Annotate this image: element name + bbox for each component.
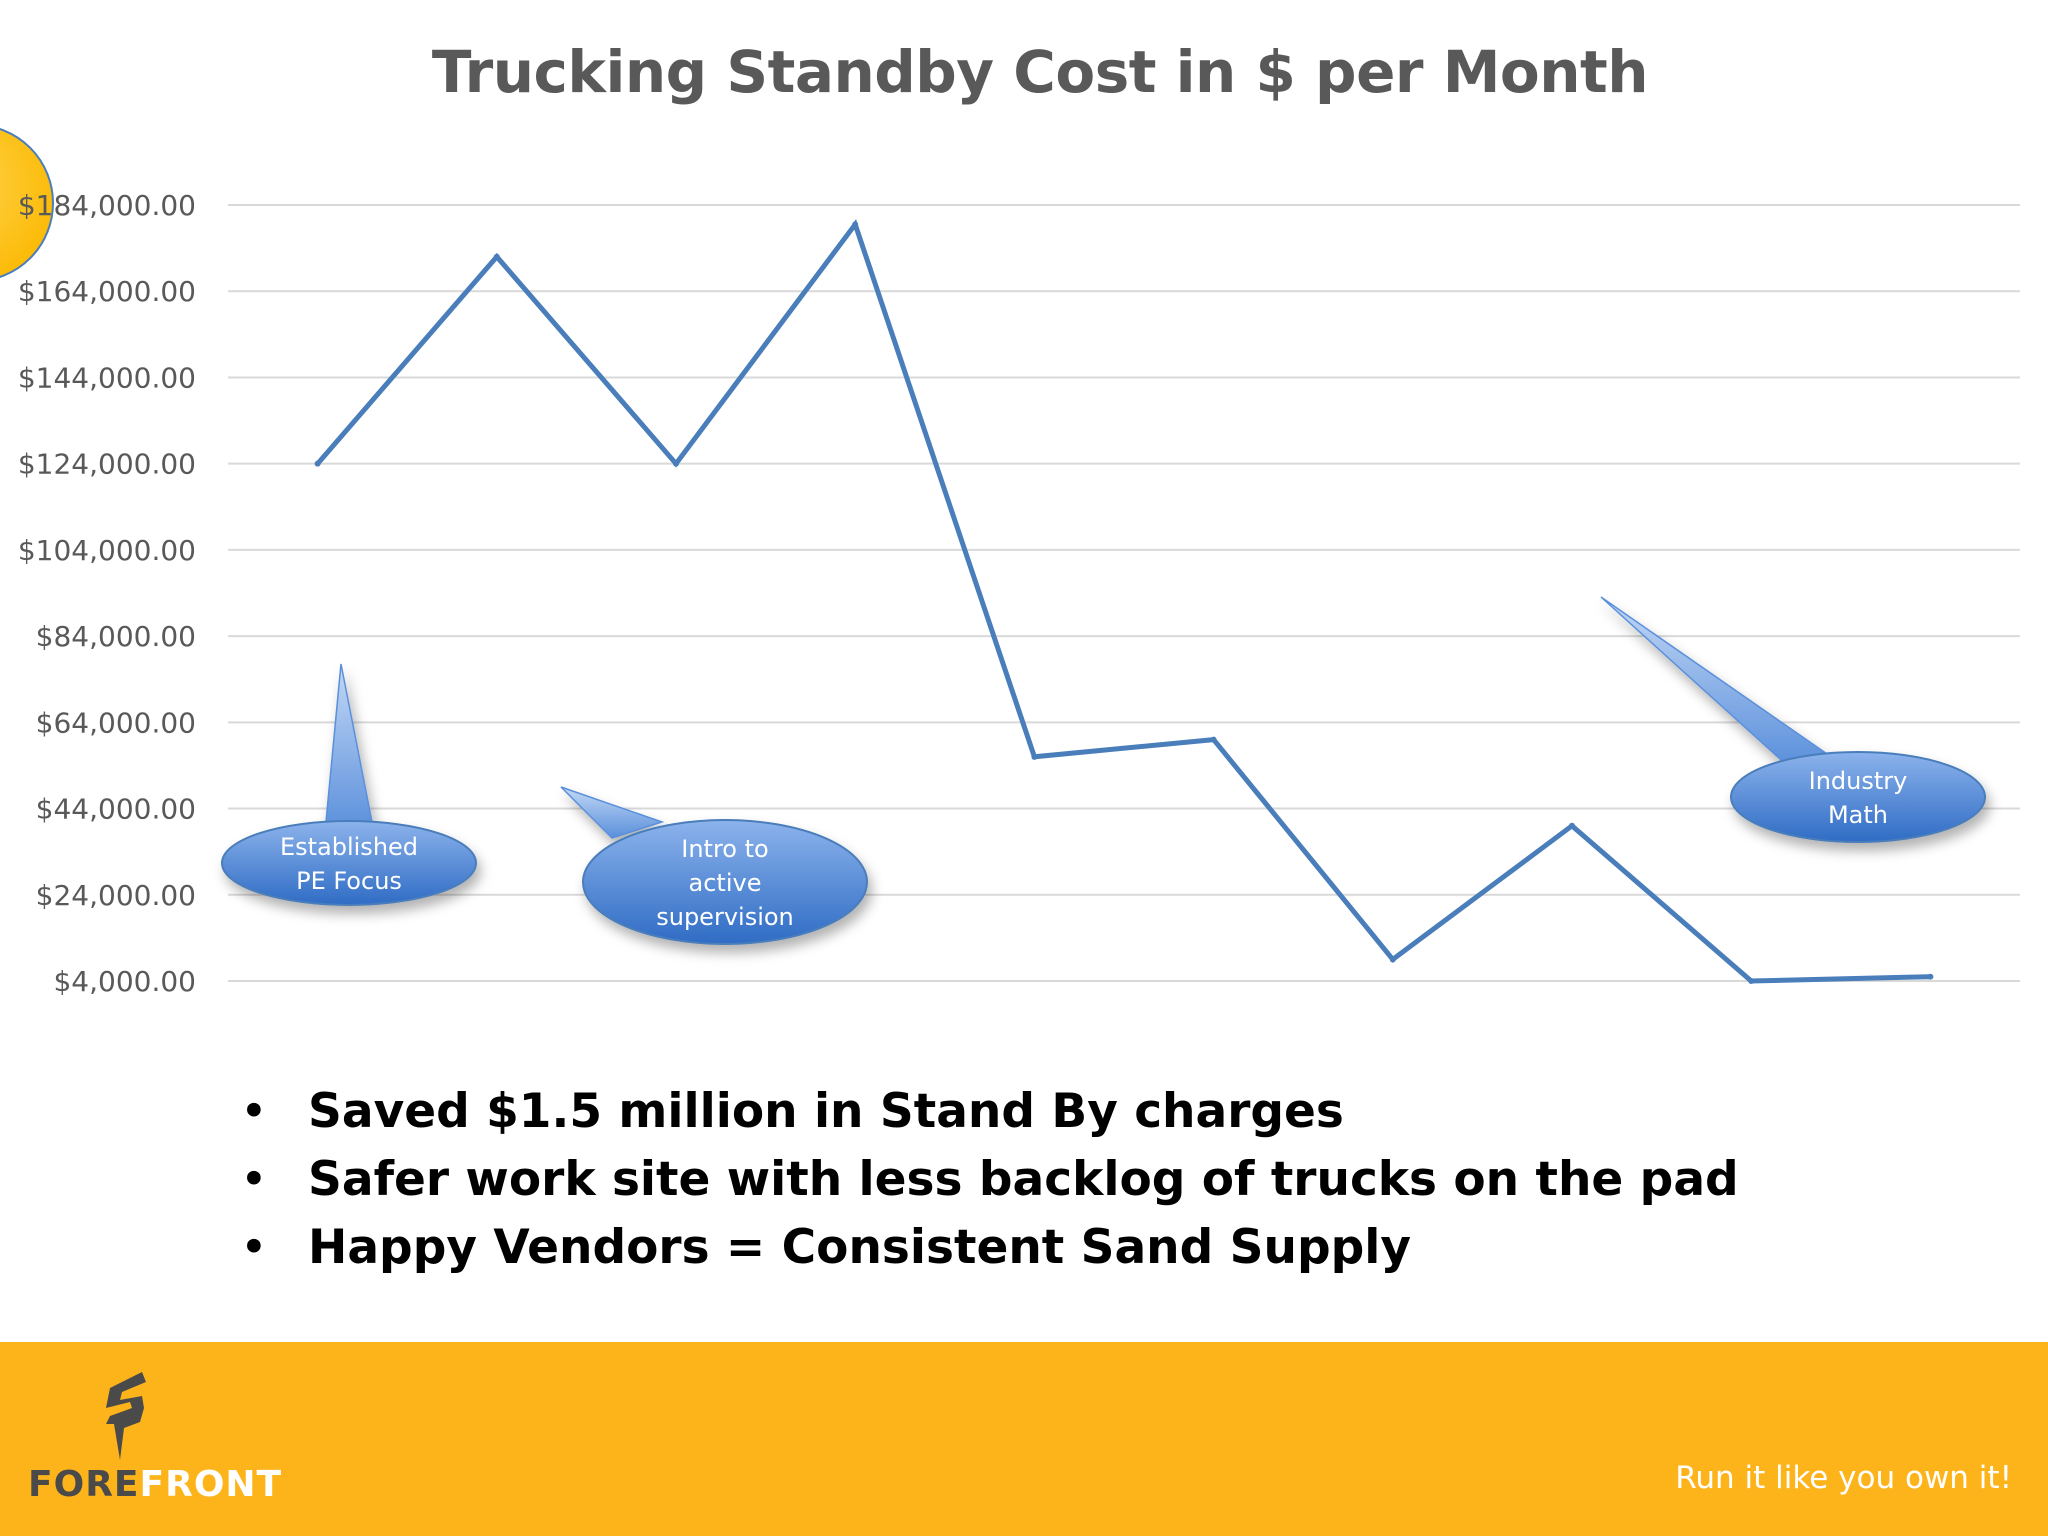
line-chart: $4,000.00 $24,000.00 $44,000.00 $64,000.00 $… [0,128,2020,998]
y-tick-label: $104,000.00 [18,534,196,567]
callout-ellipse [221,820,477,906]
bullet-item: • Saved $1.5 million in Stand By charges [240,1078,1739,1146]
data-point [1031,753,1038,760]
callout-ellipse [1730,751,1986,843]
data-point [1389,956,1396,963]
callout-ellipse [582,819,868,945]
bullet-dot: • [240,1220,268,1275]
callout-bubble [221,663,477,906]
bullet-dot: • [240,1084,268,1139]
callout-text: active [689,869,762,897]
bullet-list: • Saved $1.5 million in Stand By charges … [240,1078,1739,1282]
y-tick-label: $24,000.00 [36,879,196,912]
bullet-item: • Happy Vendors = Consistent Sand Supply [240,1214,1739,1282]
data-point [1210,736,1217,743]
y-tick-label: $164,000.00 [18,275,196,308]
decorative-yellow-circle [0,128,54,278]
logo-text-light: FRONT [139,1464,283,1505]
callout-bubble [1600,596,1986,843]
y-tick-label: $124,000.00 [18,448,196,481]
y-tick-label: $44,000.00 [36,793,196,826]
y-tick-label: $184,000.00 [18,189,196,222]
forefront-logo-icon [106,1372,146,1460]
callout-tail [1600,596,1832,769]
annotations: Established PE Focus Intro to active supervi… [221,596,1986,945]
callout-text: Established [280,833,418,861]
callout-text: supervision [656,903,794,931]
data-point [852,221,859,228]
data-point [1927,973,1934,980]
y-tick-label: $84,000.00 [36,620,196,653]
grid-lines [228,204,2020,982]
series-line [315,219,1931,984]
forefront-logo-text: FOREFRONT [28,1464,282,1505]
callout-text: Math [1828,801,1888,829]
bullet-item: • Safer work site with less backlog of tr… [240,1146,1739,1214]
y-tick-label: $64,000.00 [36,706,196,739]
slide-title: Trucking Standby Cost in $ per Month [431,38,1649,106]
callout-text: Industry [1809,767,1908,795]
bullet-text: Happy Vendors = Consistent Sand Supply [308,1220,1411,1275]
callout-text: PE Focus [296,867,402,895]
bullet-text: Safer work site with less backlog of tru… [308,1152,1739,1207]
callout-tail [560,786,665,839]
y-axis-tick-labels: $4,000.00 $24,000.00 $44,000.00 $64,000.00 $… [18,189,196,998]
data-point [493,253,500,260]
callout-tail [324,663,373,833]
data-point [1569,822,1575,829]
y-tick-label: $4,000.00 [53,965,196,998]
bullet-text: Saved $1.5 million in Stand By charges [308,1084,1344,1139]
logo-text-dark: FORE [28,1464,140,1505]
callout-text: Intro to [681,835,768,863]
callout-bubble [560,786,868,945]
tagline: Run it like you own it! [1675,1460,2012,1496]
data-point [314,460,321,467]
data-point [1748,978,1755,984]
y-tick-label: $144,000.00 [18,361,196,394]
data-point [673,460,679,467]
footer-bar: FOREFRONT Run it like you own it! [0,1342,2048,1536]
bullet-dot: • [240,1152,268,1207]
